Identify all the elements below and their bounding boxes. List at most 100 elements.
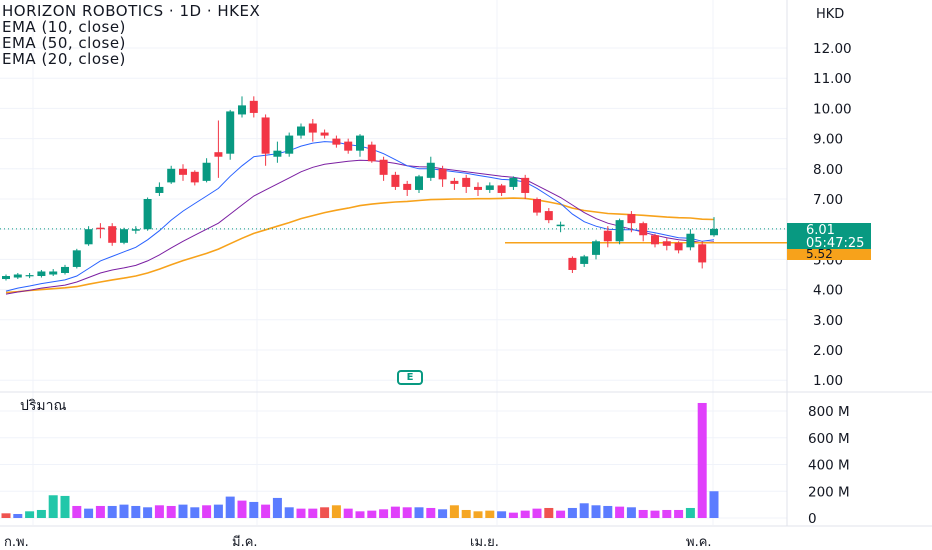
candle-body [639, 223, 648, 236]
volume-bar [95, 505, 105, 518]
candle-body [344, 141, 353, 151]
volume-bar [296, 508, 306, 518]
candle-body [698, 244, 707, 263]
candle-body [2, 276, 10, 280]
candle-body [391, 174, 400, 187]
candle-body [415, 176, 423, 190]
candle-body [285, 135, 294, 154]
volume-bar [662, 509, 672, 518]
volume-bar [674, 509, 684, 518]
candle-body [13, 274, 22, 278]
candle-body [533, 199, 541, 213]
candle-body [462, 177, 471, 187]
volume-bar [249, 501, 259, 518]
volume-bar [84, 508, 94, 518]
candle-body [356, 135, 364, 151]
level-tag: 5.52 [787, 248, 871, 260]
candle-body [155, 186, 164, 193]
volume-bar [48, 495, 58, 518]
legend-ema10[interactable]: EMA (10, close) [2, 18, 126, 36]
candle-body [261, 117, 270, 154]
candle-body [190, 171, 199, 183]
volume-bar [508, 512, 518, 518]
volume-bar [367, 510, 377, 518]
candle-body [509, 177, 518, 187]
volume-bar [579, 503, 589, 518]
volume-bar [556, 510, 566, 518]
candle-body [61, 266, 69, 273]
volume-bar [154, 505, 164, 518]
time-tick-label: มี.ค. [232, 534, 258, 550]
legend-title[interactable]: HORIZON ROBOTICS · 1D · HKEX [2, 2, 261, 20]
legend: HORIZON ROBOTICS · 1D · HKEX EMA (10, cl… [2, 3, 260, 67]
bar-countdown: 05:47:25 [806, 236, 865, 251]
volume-bar [485, 510, 495, 518]
volume-bar [308, 508, 318, 518]
volume-bar [414, 507, 424, 518]
volume-bar [638, 509, 648, 518]
candle-body [474, 186, 482, 190]
volume-bar [426, 507, 436, 518]
candle-body [592, 241, 600, 255]
volume-bar [355, 511, 365, 518]
volume-bar [449, 505, 459, 518]
price-tick-label: 1.00 [813, 373, 843, 389]
time-tick-label: พ.ค. [686, 535, 712, 550]
volume-bar [202, 505, 212, 518]
volume-bar [626, 507, 636, 518]
candle-body [651, 235, 659, 245]
candle-body [627, 214, 636, 224]
candle-body [580, 256, 589, 264]
candle-body [214, 152, 223, 157]
volume-bar [567, 507, 577, 518]
candle-body [544, 211, 553, 221]
volume-bar [520, 510, 530, 518]
volume-bar [497, 511, 507, 518]
volume-tick-label: 200 M [808, 484, 850, 500]
candle-body [167, 168, 176, 183]
candle-body [438, 168, 447, 180]
volume-bar [697, 402, 707, 518]
candle-body [249, 100, 258, 113]
price-tick-label: 11.00 [813, 71, 852, 87]
volume-bar [190, 507, 200, 518]
candle-body [143, 199, 152, 230]
volume-bar [119, 504, 129, 518]
candle-body [568, 257, 577, 270]
volume-bar [60, 495, 70, 518]
candle-body [72, 250, 81, 267]
volume-bar [261, 504, 271, 518]
time-tick-label: เม.ย. [470, 535, 499, 550]
earnings-event-badge[interactable]: E [397, 370, 423, 385]
volume-bar [25, 511, 35, 518]
volume-bar [107, 505, 117, 518]
volume-bar [532, 508, 542, 518]
volume-bar [685, 507, 695, 518]
volume-bar [331, 505, 341, 518]
price-tick-label: 8.00 [813, 162, 843, 178]
volume-bar [225, 496, 235, 518]
candle-body [332, 138, 341, 145]
candle-body [367, 144, 376, 162]
candle-body [179, 168, 187, 175]
legend-ema20[interactable]: EMA (20, close) [2, 50, 126, 68]
volume-bar [438, 509, 448, 518]
candle-body [84, 229, 93, 245]
price-tick-label: 12.00 [813, 41, 852, 57]
candle-body [37, 271, 46, 277]
price-tick-label: 2.00 [813, 343, 843, 359]
legend-ema50[interactable]: EMA (50, close) [2, 34, 126, 52]
volume-bar [272, 497, 282, 518]
candle-body [297, 126, 305, 136]
candle-body [238, 105, 246, 115]
volume-bar [213, 504, 223, 518]
currency-label: HKD [816, 7, 844, 22]
volume-tick-label: 0 [808, 511, 817, 527]
candle-body [320, 132, 329, 136]
last-price-tag: 6.01 05:47:25 [787, 223, 871, 250]
volume-tick-label: 800 M [808, 404, 850, 420]
last-price: 6.01 [806, 223, 835, 238]
price-tick-label: 10.00 [813, 101, 852, 117]
